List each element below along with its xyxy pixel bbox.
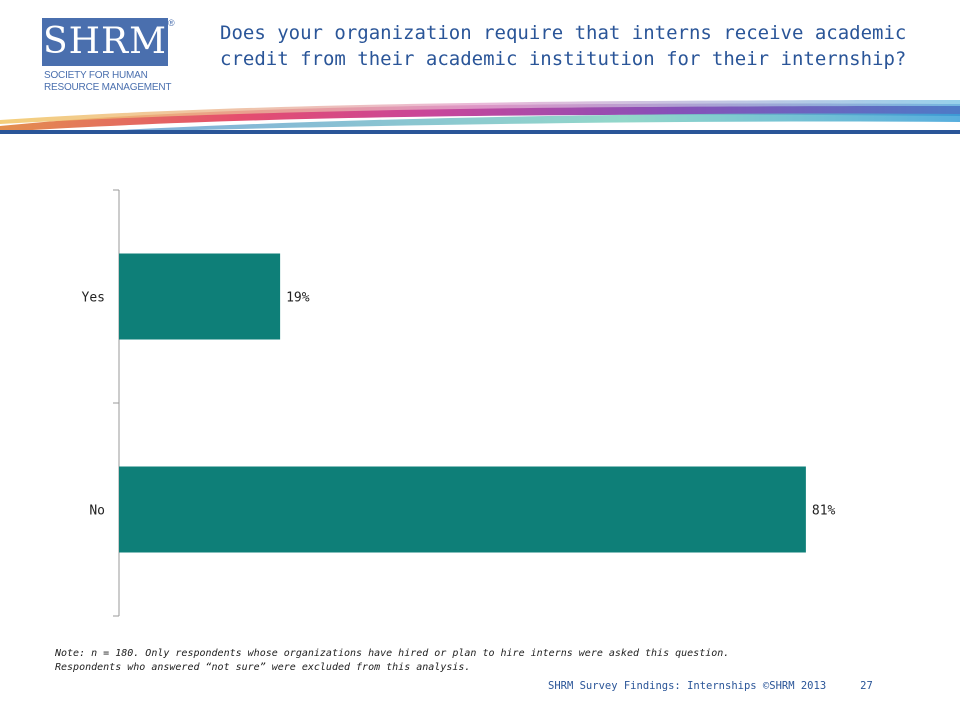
bar-yes <box>119 253 281 340</box>
note-line2: Respondents who answered “not sure” were… <box>55 662 471 673</box>
category-label-no: No <box>89 504 105 519</box>
value-label-yes: 19% <box>286 291 310 306</box>
bar-chart: Yes 19% No 81% <box>82 189 836 617</box>
page-number: 27 <box>860 680 873 692</box>
chart-note: Note: n = 180. Only respondents whose or… <box>55 647 915 675</box>
logo-subtitle-line1: SOCIETY FOR HUMAN <box>44 70 148 81</box>
logo-subtitle: SOCIETY FOR HUMAN RESOURCE MANAGEMENT <box>44 70 176 94</box>
value-label-no: 81% <box>812 504 836 519</box>
decorative-swoosh-banner <box>0 100 960 134</box>
footer-source: SHRM Survey Findings: Internships ©SHRM … <box>548 680 827 692</box>
bar-no <box>119 466 806 553</box>
category-label-yes: Yes <box>82 291 105 306</box>
slide-title: Does your organization require that inte… <box>220 22 907 70</box>
logo-registered-mark: ® <box>168 18 175 28</box>
shrm-logo: SHRM ® SOCIETY FOR HUMAN RESOURCE MANAGE… <box>42 18 176 98</box>
logo-wordmark: SHRM <box>42 18 168 66</box>
slide-footer: SHRM Survey Findings: Internships ©SHRM … <box>548 680 908 692</box>
note-line1: Note: n = 180. Only respondents whose or… <box>55 648 730 659</box>
logo-subtitle-line2: RESOURCE MANAGEMENT <box>44 82 172 93</box>
